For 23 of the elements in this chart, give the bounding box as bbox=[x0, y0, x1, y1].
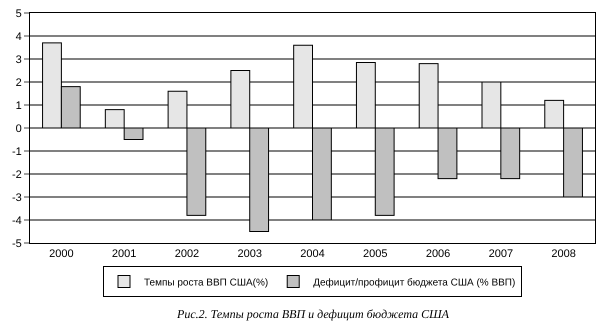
y-tick-label: -2 bbox=[12, 168, 22, 181]
y-tick-label: -4 bbox=[12, 214, 22, 227]
y-tick-label: 5 bbox=[16, 8, 22, 20]
x-tick-label: 2007 bbox=[488, 248, 514, 260]
legend-label: Темпы роста ВВП США(%) bbox=[144, 277, 268, 288]
y-tick-label: 3 bbox=[16, 54, 22, 66]
y-tick-label: 4 bbox=[16, 30, 22, 43]
x-tick-label: 2004 bbox=[300, 248, 325, 260]
y-tick-label: 1 bbox=[16, 100, 22, 112]
y-tick-label: -5 bbox=[12, 238, 22, 250]
legend-label: Дефицит/профицит бюджета США (% ВВП) bbox=[313, 277, 516, 288]
x-tick-label: 2000 bbox=[49, 248, 74, 260]
x-tick-label: 2005 bbox=[363, 248, 388, 260]
x-tick-label: 2001 bbox=[112, 248, 136, 260]
text: Рис.2. Темпы роста ВВП и дефицит бюджета США bbox=[176, 307, 450, 321]
x-tick-label: 2008 bbox=[551, 248, 576, 260]
y-tick-label: 0 bbox=[16, 122, 22, 135]
x-tick-label: 2006 bbox=[426, 248, 450, 260]
x-tick-label: 2003 bbox=[237, 248, 262, 260]
x-tick-label: 2002 bbox=[174, 248, 200, 260]
y-tick-label: 2 bbox=[16, 76, 22, 89]
y-tick-label: -3 bbox=[12, 192, 22, 204]
y-tick-label: -1 bbox=[12, 146, 22, 158]
